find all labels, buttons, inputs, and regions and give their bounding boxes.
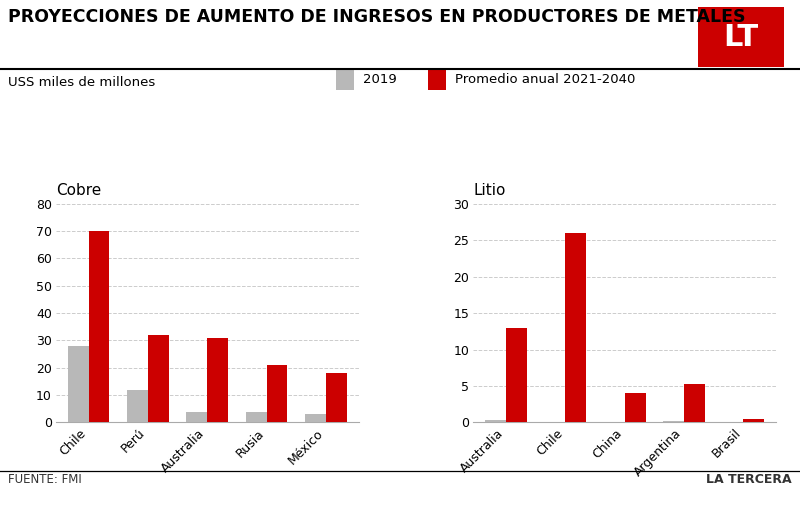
Bar	[625, 393, 646, 422]
Text: PROYECCIONES DE AUMENTO DE INGRESOS EN PRODUCTORES DE METALES: PROYECCIONES DE AUMENTO DE INGRESOS EN P…	[8, 8, 746, 25]
Bar	[305, 414, 326, 422]
Bar	[148, 335, 169, 422]
Text: Promedio anual 2021-2040: Promedio anual 2021-2040	[455, 73, 635, 87]
Bar	[89, 231, 110, 422]
Bar	[266, 365, 287, 422]
Bar	[506, 328, 527, 422]
Bar	[566, 233, 586, 422]
Bar	[207, 337, 228, 422]
Bar	[127, 390, 148, 422]
Text: LT: LT	[723, 23, 758, 51]
Text: FUENTE: FMI: FUENTE: FMI	[8, 473, 82, 487]
Bar	[743, 419, 764, 422]
Bar	[486, 419, 506, 422]
Bar	[246, 411, 266, 422]
Bar	[684, 384, 705, 422]
Bar	[663, 421, 684, 422]
Text: LA TERCERA: LA TERCERA	[706, 473, 792, 487]
Bar	[186, 411, 207, 422]
Text: USS miles de millones: USS miles de millones	[8, 76, 155, 90]
Text: Cobre: Cobre	[56, 183, 102, 199]
Bar	[68, 346, 89, 422]
Text: Litio: Litio	[474, 183, 506, 199]
Bar	[326, 373, 346, 422]
Text: 2019: 2019	[363, 73, 397, 87]
